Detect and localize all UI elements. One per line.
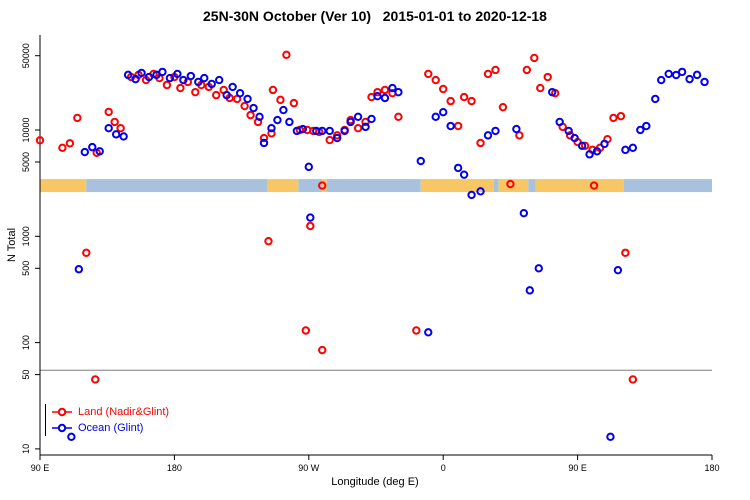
svg-text:180: 180 (167, 463, 182, 473)
legend-label-ocean: Ocean (Glint) (78, 422, 144, 434)
legend-entry-ocean: Ocean (Glint) (51, 422, 169, 434)
svg-text:10: 10 (21, 444, 31, 454)
svg-text:0: 0 (441, 463, 446, 473)
legend-label-land: Land (Nadir&Glint) (78, 406, 170, 418)
svg-text:5000: 5000 (21, 152, 31, 172)
land-point-icon (52, 407, 72, 417)
svg-text:50000: 50000 (21, 43, 31, 68)
y-axis-label: N Total (6, 227, 18, 263)
legend-entry-land: Land (Nadir&Glint) (51, 406, 169, 418)
svg-text:180: 180 (704, 463, 719, 473)
svg-text:90 E: 90 E (568, 463, 587, 473)
svg-text:10000: 10000 (21, 117, 31, 142)
svg-text:500: 500 (21, 261, 31, 276)
svg-text:90 E: 90 E (31, 463, 50, 473)
svg-text:1000: 1000 (21, 226, 31, 246)
svg-text:100: 100 (21, 335, 31, 350)
x-axis-label: Longitude (deg E) (331, 476, 419, 488)
ocean-point-icon (52, 423, 72, 433)
svg-text:50: 50 (21, 370, 31, 380)
legend: Land (Nadir&Glint) Ocean (Glint) (45, 404, 169, 436)
chart-title: 25N-30N October (Ver 10) 2015-01-01 to 2… (203, 8, 547, 24)
svg-text:90 W: 90 W (298, 463, 320, 473)
